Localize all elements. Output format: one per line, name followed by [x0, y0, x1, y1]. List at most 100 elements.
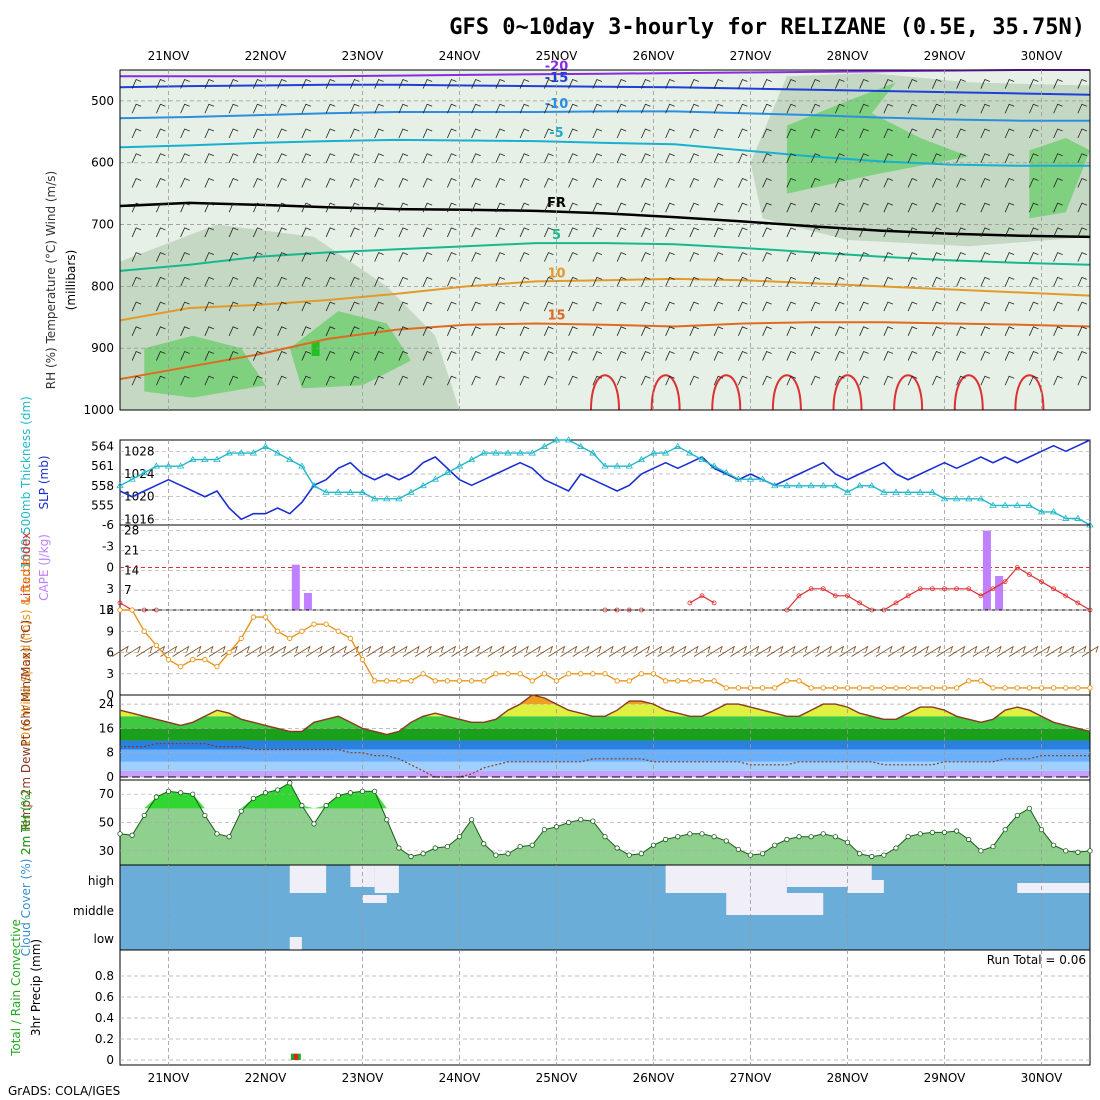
slp-tick: 1028 [124, 444, 155, 458]
isotherm-line [119, 201, 1091, 239]
cloud-patch [665, 865, 787, 893]
thickness-marker [577, 442, 585, 449]
wind-speed-marker [759, 685, 766, 691]
wind-barb [762, 351, 772, 361]
wind-barb [495, 301, 506, 312]
wind-barb [374, 177, 384, 188]
wind-barb [131, 177, 142, 188]
wind-barb [398, 177, 409, 188]
thickness-marker [261, 442, 270, 449]
wind-barb [786, 153, 797, 163]
wind-barb [932, 276, 942, 287]
wind-barb [398, 326, 409, 336]
wind-barb [592, 326, 603, 336]
day-label-top: 30NOV [1021, 49, 1063, 63]
wind-barb-10m [887, 645, 905, 657]
rh-marker [578, 817, 584, 823]
wind-barb [689, 103, 700, 114]
wind-barb-10m [681, 645, 699, 657]
wind-barb [253, 301, 263, 312]
cape-bar [982, 530, 991, 610]
wind-barb [810, 177, 821, 188]
wind-barb [131, 276, 142, 287]
wind-barb [786, 227, 797, 238]
wind-barb [592, 301, 603, 312]
wind-barb [180, 202, 190, 213]
rh-marker [772, 842, 778, 848]
wind-barb [1053, 252, 1063, 262]
wind-barb [835, 301, 845, 312]
wind-barb [859, 276, 869, 287]
wind10m-panel: 12 9 6 3 0 10m Wind Speed (m/s) & Barbs [19, 558, 1099, 747]
wind-speed-marker [177, 664, 184, 670]
rh-marker [1026, 805, 1032, 811]
cloud-patch [847, 880, 884, 893]
rh-marker [493, 852, 499, 858]
wind-barb [1004, 177, 1015, 188]
wind-barb [1029, 375, 1039, 386]
wind-barb-10m [718, 645, 735, 657]
wind-barb [810, 276, 821, 287]
wind-barb [204, 177, 215, 188]
rh-marker [590, 818, 596, 824]
wind-barb [738, 177, 748, 188]
wind-barb [883, 177, 894, 188]
wind-barb [447, 202, 457, 213]
wind-barb [980, 202, 991, 213]
temp-ylabel: 2m Temp 2m DewPt (6hr Min/Max) (°C) [19, 620, 33, 855]
thickness-marker [564, 436, 573, 443]
wind-barb [689, 375, 700, 386]
wind-barb [907, 276, 918, 287]
wind-barb [277, 276, 287, 287]
wind-barb [204, 375, 215, 386]
wind-barb [713, 128, 724, 139]
wind-barb-10m [972, 645, 990, 657]
wind-barb [471, 301, 481, 312]
thickness-line [119, 439, 1091, 526]
wind-barb [568, 326, 578, 336]
wind-barb [277, 351, 287, 361]
wind-barb [204, 301, 215, 312]
li-marker [1063, 593, 1069, 599]
wind-barb [301, 103, 312, 114]
wind-barb [980, 177, 991, 188]
wind-barb [980, 227, 991, 238]
day-label-bottom: 25NOV [536, 1071, 578, 1085]
rh-marker [238, 808, 244, 814]
wind-barb [956, 276, 966, 287]
wind-barb [956, 301, 966, 312]
day-label-bottom: 22NOV [245, 1071, 287, 1085]
rh-marker [1051, 842, 1057, 848]
wind-barb-10m [366, 645, 384, 657]
wind-barb [568, 375, 578, 386]
wind-barb [616, 103, 627, 114]
wind-barb [301, 276, 312, 287]
li-ylabel-text: Lifted Index [19, 532, 33, 603]
wind-barb-10m [463, 645, 481, 657]
thickness-marker [528, 449, 536, 456]
wind-barb-10m [863, 645, 881, 657]
rh-marker [784, 836, 790, 843]
precip-tick: 0.8 [95, 969, 114, 983]
wind-barb [762, 227, 772, 238]
thickness-marker [249, 449, 258, 456]
thickness-marker [395, 495, 403, 502]
rh-marker [978, 848, 984, 854]
wind-barb [180, 227, 190, 238]
wind-barb [325, 326, 336, 336]
wind-barb [519, 202, 530, 213]
wind-barb [592, 252, 603, 262]
wind-barb [350, 177, 360, 188]
thickness-marker [310, 481, 318, 489]
thickness-tick: 555 [91, 498, 114, 512]
wind-barb [422, 227, 433, 238]
wind-barb [253, 276, 263, 287]
wind-barb [156, 202, 166, 213]
wind-speed-marker [784, 678, 790, 684]
wind-barb [932, 79, 942, 89]
wind-barb-10m [815, 645, 832, 657]
wind-barb [277, 202, 287, 213]
rh-shade-low [144, 335, 266, 398]
wind-barb [713, 326, 724, 336]
wind-barb [835, 79, 845, 89]
